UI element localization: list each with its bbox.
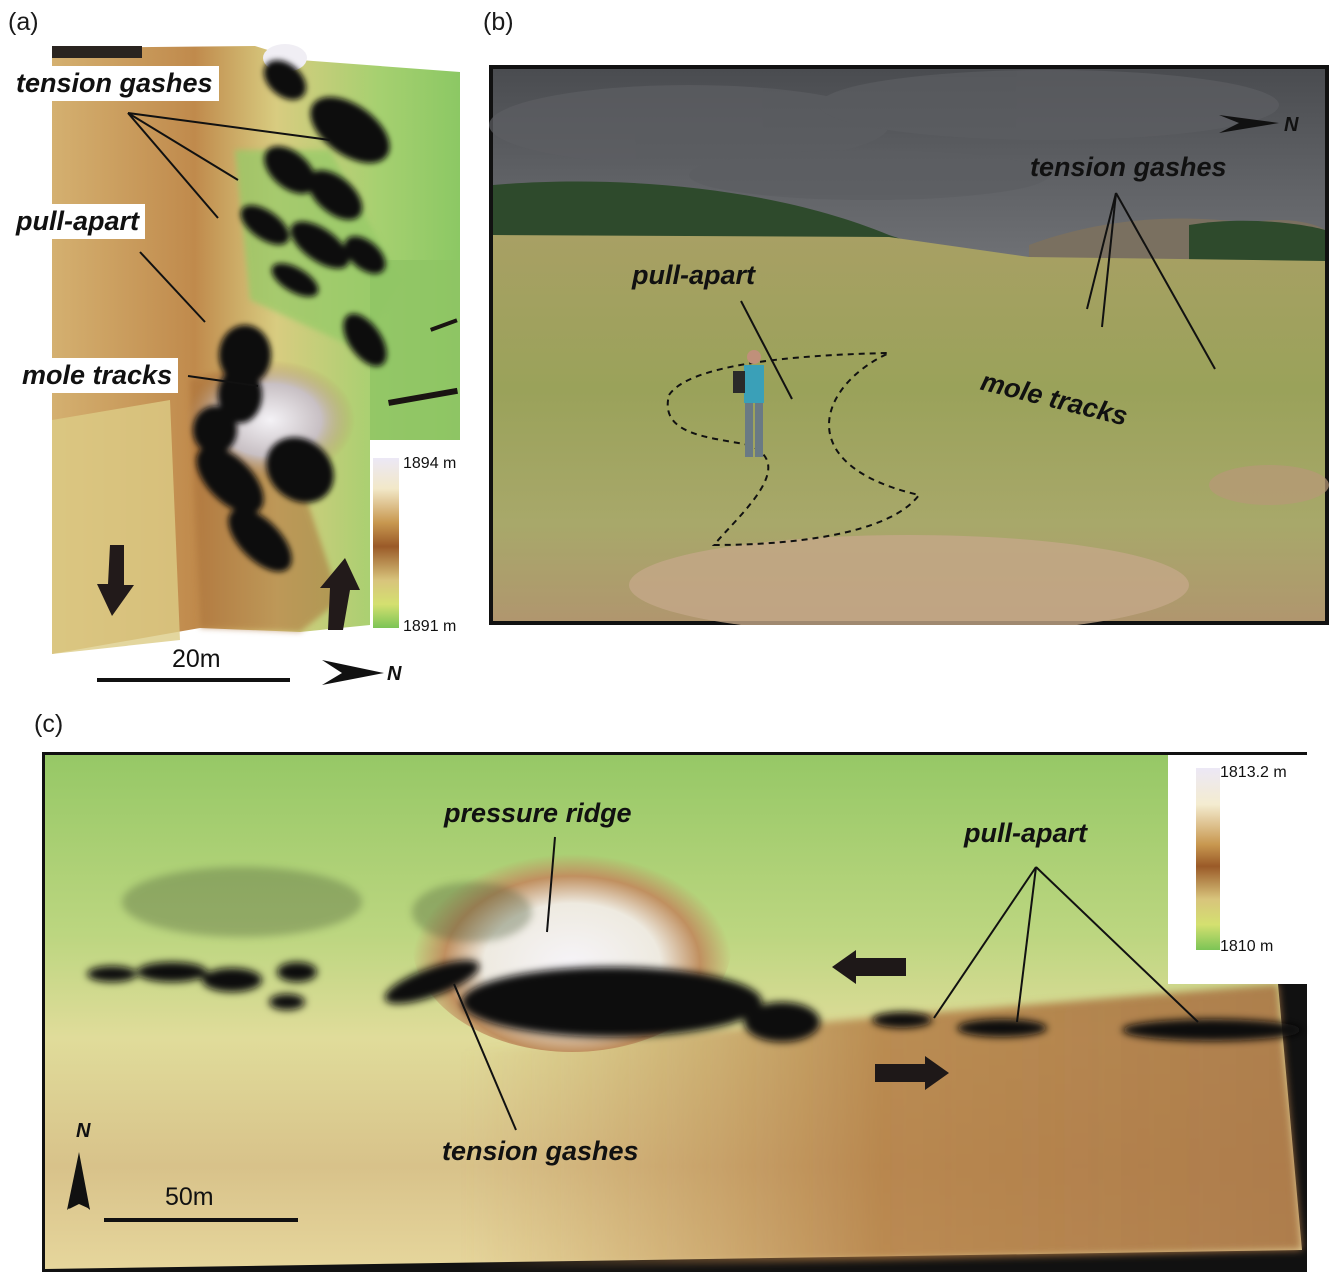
panel-c-north-arrow-icon [64, 1150, 90, 1210]
panel-a-legend: 1894 m 1891 m [370, 440, 468, 636]
panel-a-colorbar [373, 458, 399, 628]
panel-a-label: (a) [8, 8, 39, 36]
panel-c-dem-map [42, 752, 1310, 1272]
panel-c-pressure-ridge-label: pressure ridge [444, 798, 632, 828]
panel-c-legend-min: 1810 m [1220, 938, 1274, 955]
panel-a-tension-gashes-label: tension gashes [10, 66, 219, 101]
panel-b-tension-gashes-label: tension gashes [1030, 152, 1227, 182]
panel-c-legend-max: 1813.2 m [1220, 764, 1287, 781]
panel-c-colorbar [1196, 768, 1220, 950]
panel-c-tension-gashes-label: tension gashes [442, 1136, 639, 1166]
panel-c-legend: 1813.2 m 1810 m [1194, 764, 1304, 960]
panel-b-label: (b) [483, 8, 514, 36]
panel-a-mole-tracks-label: mole tracks [16, 358, 179, 393]
panel-b-north-label: N [1284, 114, 1299, 136]
panel-a-scale-label: 20m [172, 645, 221, 673]
panel-a-dem-map [0, 0, 470, 700]
panel-a-legend-min: 1891 m [403, 618, 457, 635]
panel-a-legend-max: 1894 m [403, 455, 457, 472]
panel-a-north-label: N [387, 663, 402, 685]
panel-b-pull-apart-label: pull-apart [632, 260, 756, 290]
panel-c-label: (c) [34, 710, 64, 738]
panel-c-north-label: N [76, 1120, 91, 1142]
panel-b-field-photo [489, 65, 1329, 625]
panel-a-north-arrow-icon [322, 660, 386, 686]
panel-a-pull-apart-label: pull-apart [10, 204, 146, 239]
panel-c-pull-apart-label: pull-apart [964, 818, 1088, 848]
person-figure [733, 350, 764, 457]
panel-c-scale-label: 50m [165, 1183, 214, 1211]
